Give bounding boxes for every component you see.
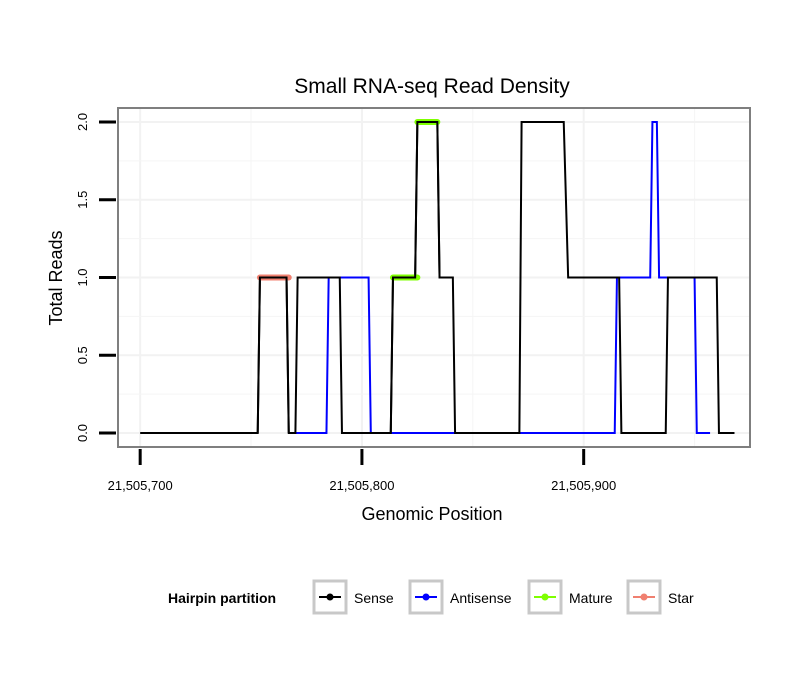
series-sense-overlay [389, 121, 441, 434]
y-axis: 0.0 0.5 1.0 1.5 2.0 [75, 113, 116, 442]
legend-label-antisense: Antisense [450, 590, 512, 606]
x-axis-title: Genomic Position [361, 504, 502, 524]
legend-label-sense: Sense [354, 590, 394, 606]
y-axis-title: Total Reads [46, 230, 66, 325]
legend-key-marker [640, 593, 648, 601]
legend-key-marker [326, 593, 334, 601]
legend-label-mature: Mature [569, 590, 613, 606]
legend-title: Hairpin partition [168, 590, 276, 606]
series-layer [140, 118, 735, 434]
y-tick-label: 0.0 [75, 424, 90, 442]
plot-panel-border [117, 107, 751, 448]
y-tick-label: 0.5 [75, 346, 90, 364]
x-tick-label: 21,505,900 [551, 478, 616, 493]
series-sense-overlay [256, 276, 290, 434]
legend-label-star: Star [668, 590, 694, 606]
y-tick-label: 1.0 [75, 268, 90, 286]
x-axis: 21,505,700 21,505,800 21,505,900 [108, 449, 616, 493]
legend-key-marker [541, 593, 549, 601]
grid-lines [118, 108, 750, 447]
x-tick-label: 21,505,800 [329, 478, 394, 493]
x-tick-label: 21,505,700 [108, 478, 173, 493]
y-tick-label: 1.5 [75, 191, 90, 209]
legend-key-marker [422, 593, 430, 601]
legend: Hairpin partition Sense Antisense Mature St… [168, 579, 694, 615]
chart-title: Small RNA-seq Read Density [294, 75, 570, 98]
y-tick-label: 2.0 [75, 113, 90, 131]
